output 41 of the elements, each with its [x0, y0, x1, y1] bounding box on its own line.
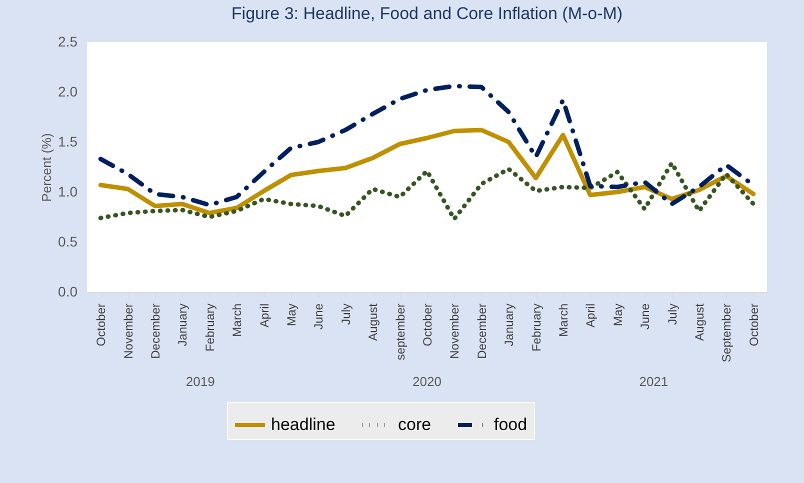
line-series	[98, 128, 756, 216]
x-tick-label: October	[420, 304, 434, 346]
legend-label: food	[494, 415, 528, 434]
y-tick-label: 0.0	[58, 284, 78, 300]
x-tick-label: November	[121, 304, 136, 359]
x-tick-label: May	[284, 304, 298, 326]
x-tick-label: May	[610, 304, 625, 326]
x-tick-label: December	[474, 304, 489, 359]
text: 2019	[186, 374, 215, 389]
x-tick-label: October	[746, 304, 761, 346]
x-tick-label: September	[720, 304, 734, 362]
text: 2021	[639, 374, 668, 389]
x-tick-label: February	[202, 304, 217, 352]
x-tick-label: February	[529, 304, 544, 352]
y-axis-title: Percent (%)	[39, 133, 54, 202]
x-tick-label: January	[176, 304, 190, 346]
x-tick-label: March	[556, 304, 570, 337]
x-tick-label: september	[393, 304, 408, 360]
x-tick-label: March	[230, 304, 244, 337]
x-tick-label: November	[448, 304, 462, 359]
x-tick-label: April	[257, 304, 272, 328]
chart-title: Figure 3: Headline, Food and Core Inflation (M-o-M)	[231, 4, 623, 23]
legend-label: core	[398, 415, 432, 434]
x-tick-label: December	[148, 304, 162, 359]
x-tick-label: August	[366, 302, 380, 341]
y-tick-label: 2.0	[58, 84, 78, 100]
x-tick-label: June	[638, 303, 652, 330]
y-tick-label: 2.5	[58, 34, 78, 50]
y-tick-label: 0.5	[58, 234, 78, 250]
y-tick-label: 1.0	[58, 184, 78, 200]
text: 2020	[412, 374, 442, 389]
x-tick-label: April	[584, 304, 598, 328]
x-tick-label: June	[312, 303, 326, 330]
x-tick-label: August	[692, 302, 706, 341]
x-tick-label: July	[338, 304, 353, 325]
x-tick-label: January	[502, 304, 516, 346]
y-tick-label: 1.5	[58, 134, 78, 150]
legend-label: headline	[271, 415, 336, 434]
line-series	[98, 160, 756, 222]
x-tick-label: July	[665, 304, 680, 325]
x-tick-label: October	[94, 304, 108, 346]
